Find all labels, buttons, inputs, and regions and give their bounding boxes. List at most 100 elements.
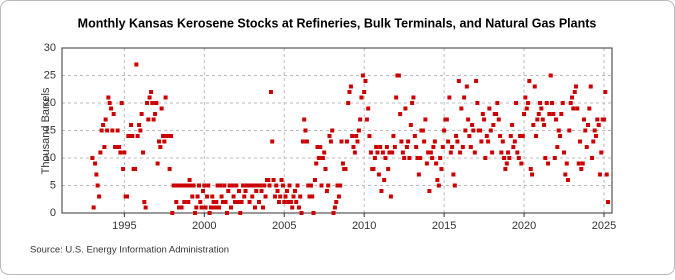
- point: [450, 145, 455, 149]
- point: [175, 183, 180, 188]
- point: [300, 139, 305, 144]
- point: [554, 117, 559, 122]
- y-tick-label: 15: [44, 124, 56, 136]
- point: [327, 134, 332, 138]
- point: [283, 194, 288, 199]
- point: [118, 150, 123, 155]
- point: [211, 200, 216, 204]
- point: [384, 145, 389, 149]
- point: [115, 128, 120, 133]
- point: [330, 128, 335, 133]
- point: [458, 150, 463, 155]
- point: [576, 161, 581, 166]
- point: [456, 79, 461, 83]
- point: [174, 200, 179, 204]
- point: [231, 194, 236, 199]
- point: [318, 145, 323, 149]
- point: [127, 134, 132, 138]
- point: [434, 161, 439, 166]
- point: [228, 205, 233, 210]
- point: [179, 205, 184, 210]
- point: [462, 95, 467, 100]
- point: [587, 106, 592, 111]
- point: [550, 101, 555, 105]
- point: [562, 150, 567, 155]
- point: [406, 139, 411, 144]
- y-tick-label: 0: [50, 207, 56, 219]
- point: [590, 156, 595, 160]
- point: [145, 101, 150, 105]
- point: [475, 101, 480, 105]
- point: [551, 112, 556, 116]
- point: [316, 156, 321, 160]
- point: [504, 161, 509, 166]
- point: [415, 156, 420, 160]
- point: [515, 150, 520, 155]
- point: [398, 112, 403, 116]
- x-tick-label: 2005: [272, 220, 296, 232]
- point: [195, 194, 200, 199]
- point: [280, 183, 285, 188]
- point: [604, 172, 609, 177]
- point: [451, 172, 456, 177]
- point: [197, 183, 202, 188]
- point: [359, 95, 364, 100]
- y-tick-label: 30: [44, 42, 56, 54]
- point: [448, 150, 453, 155]
- point: [95, 183, 100, 188]
- point: [201, 189, 206, 193]
- point: [93, 161, 98, 166]
- point: [304, 139, 309, 144]
- point: [338, 183, 343, 188]
- point: [266, 178, 271, 182]
- point: [258, 183, 263, 188]
- point: [350, 134, 355, 138]
- point: [402, 156, 407, 160]
- point: [246, 183, 251, 188]
- point: [193, 211, 198, 215]
- point: [288, 200, 293, 204]
- point: [519, 161, 524, 166]
- point: [423, 117, 428, 122]
- point: [463, 128, 468, 133]
- point: [130, 134, 135, 138]
- point: [222, 183, 227, 188]
- point: [424, 161, 429, 166]
- y-tick-label: 25: [44, 69, 56, 81]
- point: [430, 156, 435, 160]
- x-tick-label: 2020: [512, 220, 536, 232]
- point: [262, 183, 267, 188]
- point: [268, 90, 273, 94]
- point: [190, 194, 195, 199]
- point: [548, 73, 553, 78]
- point: [396, 73, 401, 78]
- point: [502, 156, 507, 160]
- point: [282, 200, 287, 204]
- point: [133, 167, 138, 171]
- point: [213, 205, 218, 210]
- point: [455, 139, 460, 144]
- point: [595, 117, 600, 122]
- point: [320, 156, 325, 160]
- point: [543, 156, 548, 160]
- point: [564, 161, 569, 166]
- point: [157, 139, 162, 144]
- point: [410, 101, 415, 105]
- point: [356, 128, 361, 133]
- point: [225, 211, 229, 215]
- point: [203, 205, 208, 210]
- point: [259, 189, 264, 193]
- point: [151, 117, 156, 122]
- point: [119, 101, 124, 105]
- point: [535, 117, 540, 122]
- point: [446, 139, 451, 144]
- point: [372, 156, 377, 160]
- point: [594, 134, 599, 138]
- point: [428, 150, 433, 155]
- point: [343, 167, 348, 171]
- point: [142, 200, 147, 204]
- point: [344, 139, 349, 144]
- point: [215, 183, 220, 188]
- point: [570, 95, 575, 100]
- point: [255, 183, 260, 188]
